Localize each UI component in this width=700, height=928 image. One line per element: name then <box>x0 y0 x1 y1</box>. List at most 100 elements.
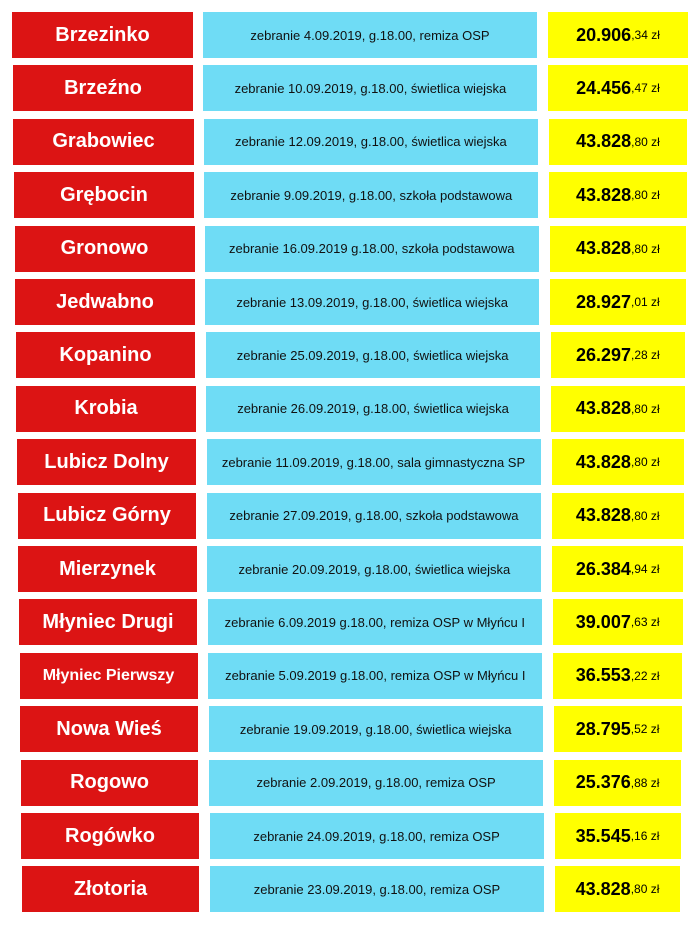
fund-amount: 35.545,16 zł <box>554 813 681 859</box>
amount-fraction: ,22 zł <box>630 668 660 683</box>
fund-amount: 43.828,80 zł <box>555 866 680 913</box>
amount-main: 28.795 <box>575 718 631 739</box>
amount-fraction: ,01 zł <box>631 295 660 309</box>
fund-amount: 43.828,80 zł <box>549 172 687 219</box>
meeting-info: zebranie 26.09.2019, g.18.00, świetlica … <box>206 385 541 432</box>
meeting-info: zebranie 9.09.2019, g.18.00, szkoła pods… <box>204 172 539 219</box>
meeting-info: zebranie 24.09.2019, g.18.00, remiza OSP <box>209 813 544 859</box>
table-row: Złotoria zebranie 23.09.2019, g.18.00, re… <box>0 866 700 913</box>
table-row: Grabowiec zebranie 12.09.2019, g.18.00, ś… <box>0 118 700 165</box>
meeting-info: zebranie 10.09.2019, g.18.00, świetlica … <box>203 65 538 112</box>
village-name: Grabowiec <box>13 118 194 165</box>
village-name: Gronowo <box>14 225 195 272</box>
meeting-info: zebranie 12.09.2019, g.18.00, świetlica … <box>203 118 538 165</box>
amount-fraction: ,80 zł <box>630 508 660 523</box>
table-row: Jedwabno zebranie 13.09.2019, g.18.00, św… <box>0 279 700 325</box>
fund-amount: 26.384,94 zł <box>552 546 683 592</box>
meeting-info: zebranie 6.09.2019 g.18.00, remiza OSP w… <box>207 599 542 646</box>
amount-fraction: ,16 zł <box>630 829 660 843</box>
amount-main: 43.828 <box>575 451 631 472</box>
fund-amount: 43.828,80 zł <box>551 492 684 539</box>
village-name: Rogówko <box>21 813 199 859</box>
table-row: Lubicz Górny zebranie 27.09.2019, g.18.00… <box>0 492 700 539</box>
village-name: Krobia <box>16 385 196 432</box>
meeting-info: zebranie 16.09.2019 g.18.00, szkoła pods… <box>204 225 539 272</box>
amount-fraction: ,80 zł <box>631 188 660 203</box>
amount-main: 26.297 <box>575 344 631 365</box>
fund-amount: 43.828,80 zł <box>551 385 685 432</box>
fund-amount: 20.906,34 zł <box>548 12 688 58</box>
table-row: Brzeźno zebranie 10.09.2019, g.18.00, świ… <box>0 65 700 112</box>
amount-main: 20.906 <box>576 24 632 45</box>
amount-fraction: ,80 zł <box>630 455 660 470</box>
fund-amount: 39.007,63 zł <box>552 599 683 646</box>
amount-main: 43.828 <box>576 131 632 152</box>
amount-fraction: ,80 zł <box>631 134 660 149</box>
table-row: Młyniec Pierwszy zebranie 5.09.2019 g.18.… <box>0 652 700 699</box>
meeting-info: zebranie 11.09.2019, g.18.00, sala gimna… <box>206 439 541 486</box>
amount-main: 35.545 <box>575 825 631 846</box>
table-row: Rogówko zebranie 24.09.2019, g.18.00, rem… <box>0 813 700 859</box>
amount-fraction: ,63 zł <box>630 615 660 630</box>
meeting-info: zebranie 2.09.2019, g.18.00, remiza OSP <box>209 759 544 806</box>
village-name: Młyniec Pierwszy <box>19 652 198 699</box>
fund-amount: 36.553,22 zł <box>553 652 682 699</box>
village-name: Grębocin <box>13 172 195 219</box>
amount-fraction: ,80 zł <box>630 882 660 897</box>
village-name: Nowa Wieś <box>20 706 198 753</box>
fund-amount: 43.828,80 zł <box>549 225 686 272</box>
fund-amount: 26.297,28 zł <box>550 332 685 379</box>
amount-main: 43.828 <box>576 238 632 259</box>
village-name: Młyniec Drugi <box>18 599 198 646</box>
meeting-info: zebranie 4.09.2019, g.18.00, remiza OSP <box>203 12 537 58</box>
table-row: Brzezinko zebranie 4.09.2019, g.18.00, re… <box>0 12 700 58</box>
table-row: Młyniec Drugi zebranie 6.09.2019 g.18.00,… <box>0 599 700 646</box>
meeting-info: zebranie 13.09.2019, g.18.00, świetlica … <box>205 279 540 325</box>
table-row: Gronowo zebranie 16.09.2019 g.18.00, szko… <box>0 225 700 272</box>
amount-main: 43.828 <box>575 878 631 899</box>
amount-fraction: ,52 zł <box>630 722 660 737</box>
table-row: Grębocin zebranie 9.09.2019, g.18.00, szk… <box>0 172 700 219</box>
meeting-info: zebranie 20.09.2019, g.18.00, świetlica … <box>207 546 542 592</box>
table-row: Rogowo zebranie 2.09.2019, g.18.00, remiz… <box>0 759 700 806</box>
village-name: Lubicz Górny <box>17 492 197 539</box>
amount-fraction: ,28 zł <box>631 348 660 363</box>
meeting-info: zebranie 27.09.2019, g.18.00, szkoła pod… <box>206 492 541 539</box>
table-row: Mierzynek zebranie 20.09.2019, g.18.00, ś… <box>0 546 700 592</box>
meeting-info: zebranie 23.09.2019, g.18.00, remiza OSP <box>210 866 544 913</box>
amount-main: 36.553 <box>575 665 631 686</box>
meeting-info: zebranie 25.09.2019, g.18.00, świetlica … <box>205 332 540 379</box>
village-name: Złotoria <box>22 866 199 913</box>
amount-fraction: ,80 zł <box>631 241 660 256</box>
village-name: Brzezinko <box>12 12 193 58</box>
village-name: Mierzynek <box>18 546 197 592</box>
amount-main: 25.376 <box>575 772 631 793</box>
meeting-info: zebranie 5.09.2019 g.18.00, remiza OSP w… <box>208 652 543 699</box>
fund-amount: 43.828,80 zł <box>548 118 687 165</box>
village-name: Brzeźno <box>12 65 194 112</box>
table-row: Kopanino zebranie 25.09.2019, g.18.00, św… <box>0 332 700 379</box>
amount-fraction: ,94 zł <box>630 562 660 576</box>
meeting-info: zebranie 19.09.2019, g.18.00, świetlica … <box>208 706 543 753</box>
village-name: Lubicz Dolny <box>17 439 196 486</box>
fund-amount: 28.927,01 zł <box>550 279 686 325</box>
fund-amount: 24.456,47 zł <box>548 65 688 112</box>
amount-fraction: ,80 zł <box>630 401 660 416</box>
amount-main: 43.828 <box>576 184 632 205</box>
fund-amount: 43.828,80 zł <box>551 439 684 486</box>
amount-main: 24.456 <box>576 77 632 98</box>
village-name: Jedwabno <box>15 279 195 325</box>
amount-fraction: ,47 zł <box>631 81 660 96</box>
village-name: Rogowo <box>20 759 199 806</box>
amount-main: 28.927 <box>575 291 632 312</box>
amount-main: 43.828 <box>575 505 631 526</box>
fund-amount: 28.795,52 zł <box>553 706 682 753</box>
amount-main: 39.007 <box>575 611 631 632</box>
amount-fraction: ,88 zł <box>630 775 660 790</box>
table-row: Lubicz Dolny zebranie 11.09.2019, g.18.00… <box>0 439 700 486</box>
amount-main: 43.828 <box>575 398 631 419</box>
fund-amount: 25.376,88 zł <box>554 759 681 806</box>
village-name: Kopanino <box>15 332 196 379</box>
table-row: Nowa Wieś zebranie 19.09.2019, g.18.00, ś… <box>0 706 700 753</box>
amount-fraction: ,34 zł <box>631 28 660 42</box>
